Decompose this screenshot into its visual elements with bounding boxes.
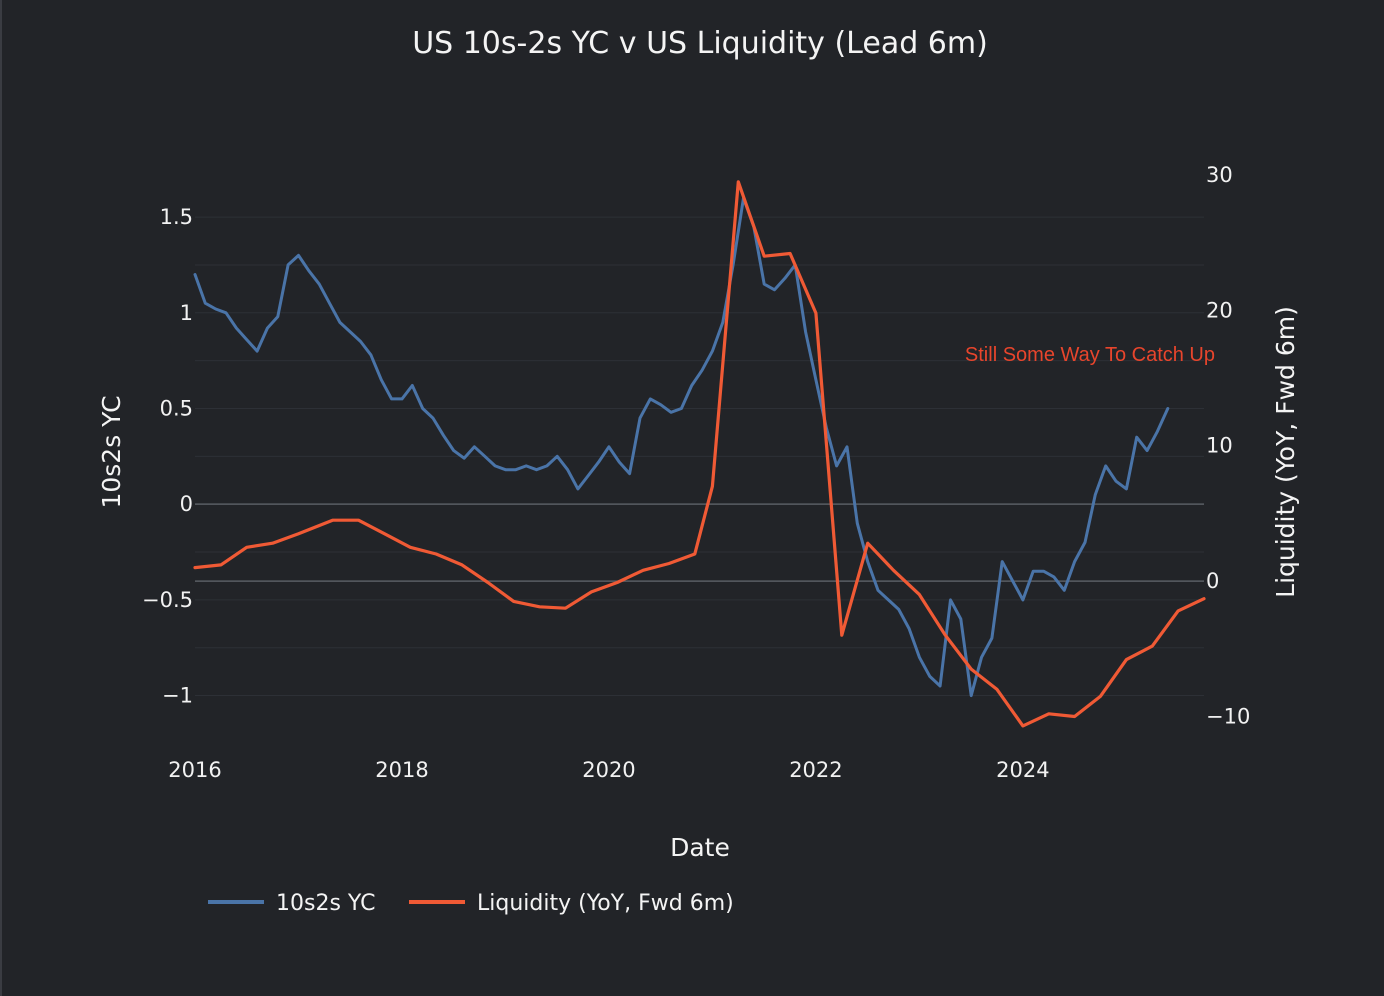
tick-labels: −1 −0.5 0 0.5 1 1.5 −10 0 10 20 30 2016 2018 2020 2022… bbox=[142, 163, 1250, 782]
y-axis-title: 10s2s YC bbox=[97, 395, 126, 508]
y2-tick-label: 20 bbox=[1206, 298, 1233, 322]
y-tick-label: 0.5 bbox=[160, 396, 193, 420]
y-tick-label: −0.5 bbox=[142, 588, 193, 612]
series-line-yc bbox=[193, 196, 1170, 698]
y-tick-label: 1 bbox=[180, 301, 193, 325]
y2-tick-label: 10 bbox=[1206, 434, 1233, 458]
legend-item-liquidity[interactable]: Liquidity (YoY, Fwd 6m) bbox=[409, 891, 734, 916]
x-tick-label: 2024 bbox=[996, 758, 1049, 782]
series-layer bbox=[193, 180, 1206, 728]
legend-item-yc[interactable]: 10s2s YC bbox=[208, 891, 376, 916]
x-tick-label: 2018 bbox=[375, 758, 428, 782]
y2-tick-label: 0 bbox=[1206, 569, 1219, 593]
y2-axis-title: Liquidity (YoY, Fwd 6m) bbox=[1271, 306, 1300, 598]
x-tick-label: 2022 bbox=[789, 758, 842, 782]
grid bbox=[195, 216, 1204, 697]
y2-tick-label: −10 bbox=[1206, 704, 1250, 728]
chart-title: US 10s-2s YC v US Liquidity (Lead 6m) bbox=[412, 26, 988, 61]
y-tick-label: −1 bbox=[162, 684, 193, 708]
legend-label-liquidity: Liquidity (YoY, Fwd 6m) bbox=[477, 891, 734, 916]
annotation-catch-up: Still Some Way To Catch Up bbox=[965, 344, 1215, 366]
y-tick-label: 1.5 bbox=[160, 205, 193, 229]
series-line-liquidity bbox=[193, 180, 1206, 728]
y-tick-label: 0 bbox=[180, 492, 193, 516]
x-tick-label: 2020 bbox=[582, 758, 635, 782]
legend-label-yc: 10s2s YC bbox=[276, 891, 376, 916]
x-axis-title: Date bbox=[670, 833, 730, 862]
x-tick-label: 2016 bbox=[168, 758, 221, 782]
legend[interactable]: 10s2s YC Liquidity (YoY, Fwd 6m) bbox=[208, 891, 734, 916]
y2-tick-label: 30 bbox=[1206, 163, 1233, 187]
